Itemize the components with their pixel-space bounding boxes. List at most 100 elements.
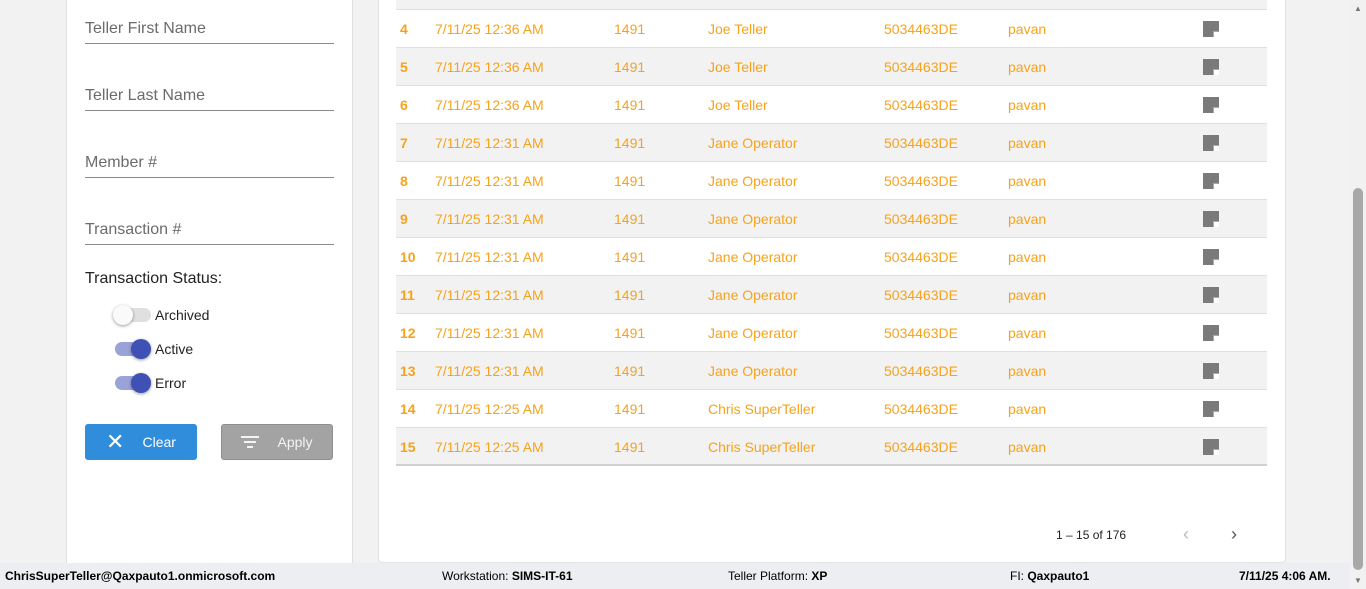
scroll-down-icon[interactable]: ▼ xyxy=(1354,576,1362,585)
row-number: 4 xyxy=(400,21,408,37)
row-number: 10 xyxy=(400,249,416,265)
user: pavan xyxy=(1008,211,1047,227)
workstation: Workstation: SIMS-IT-61 xyxy=(442,569,573,583)
date: 7/11/25 12:36 AM xyxy=(435,97,544,113)
code: 1491 xyxy=(614,325,646,341)
transactions-table: 4 7/11/25 12:36 AM 1491 Joe Teller 5034463DE… xyxy=(396,0,1267,466)
user: pavan xyxy=(1008,249,1047,265)
table-row[interactable]: 10 7/11/25 12:31 AM 1491 Jane Operator 50344… xyxy=(396,238,1267,276)
teller-name: Joe Teller xyxy=(708,97,768,113)
date: 7/11/25 12:36 AM xyxy=(435,59,544,75)
teller-name: Chris SuperTeller xyxy=(708,439,816,455)
row-number: 11 xyxy=(400,287,415,303)
note-icon[interactable] xyxy=(1203,287,1219,303)
transaction-id: 5034463DE xyxy=(884,325,958,341)
note-icon[interactable] xyxy=(1203,325,1219,341)
date: 7/11/25 12:31 AM xyxy=(435,287,544,303)
table-row[interactable]: 12 7/11/25 12:31 AM 1491 Jane Operator 50344… xyxy=(396,314,1267,352)
close-icon: ✕ xyxy=(106,429,125,454)
row-number: 15 xyxy=(400,439,416,455)
scroll-up-icon[interactable]: ▲ xyxy=(1354,4,1362,13)
row-number: 5 xyxy=(400,59,408,75)
scrollbar[interactable]: ▲ ▼ xyxy=(1350,0,1366,589)
table-row[interactable]: 4 7/11/25 12:36 AM 1491 Joe Teller 5034463DE… xyxy=(396,10,1267,48)
row-number: 12 xyxy=(400,325,416,341)
user: pavan xyxy=(1008,363,1047,379)
date: 7/11/25 12:31 AM xyxy=(435,325,544,341)
archived-toggle[interactable]: Archived xyxy=(113,305,209,325)
note-icon[interactable] xyxy=(1203,59,1219,75)
note-icon[interactable] xyxy=(1203,249,1219,265)
user-email: ChrisSuperTeller@Qaxpauto1.onmicrosoft.c… xyxy=(5,569,276,583)
code: 1491 xyxy=(614,287,646,303)
user: pavan xyxy=(1008,439,1047,455)
transaction-id: 5034463DE xyxy=(884,363,958,379)
user: pavan xyxy=(1008,325,1047,341)
datetime: 7/11/25 4:06 AM. xyxy=(1239,569,1331,583)
pagination-range: 1 – 15 of 176 xyxy=(1056,528,1127,542)
teller-name: Jane Operator xyxy=(708,135,798,151)
date: 7/11/25 12:36 AM xyxy=(435,21,544,37)
error-toggle[interactable]: Error xyxy=(115,373,186,393)
user: pavan xyxy=(1008,97,1047,113)
teller-last-name-input[interactable]: Teller Last Name xyxy=(85,87,334,111)
scrollbar-thumb[interactable] xyxy=(1353,188,1363,570)
code: 1491 xyxy=(614,439,646,455)
date: 7/11/25 12:31 AM xyxy=(435,211,544,227)
teller-name: Jane Operator xyxy=(708,249,798,265)
table-row[interactable]: 9 7/11/25 12:31 AM 1491 Jane Operator 503446… xyxy=(396,200,1267,238)
table-row[interactable]: 13 7/11/25 12:31 AM 1491 Jane Operator 50344… xyxy=(396,352,1267,390)
transaction-id: 5034463DE xyxy=(884,287,958,303)
teller-name: Chris SuperTeller xyxy=(708,401,816,417)
fi-label: FI: xyxy=(1010,569,1024,583)
toggle-label: Active xyxy=(155,341,194,357)
table-row[interactable]: 6 7/11/25 12:36 AM 1491 Joe Teller 5034463DE… xyxy=(396,86,1267,124)
code: 1491 xyxy=(614,249,646,265)
note-icon[interactable] xyxy=(1203,211,1219,227)
transaction-id: 5034463DE xyxy=(884,211,958,227)
table-row[interactable]: 7 7/11/25 12:31 AM 1491 Jane Operator 503446… xyxy=(396,124,1267,162)
table-row[interactable]: 8 7/11/25 12:31 AM 1491 Jane Operator 503446… xyxy=(396,162,1267,200)
code: 1491 xyxy=(614,401,646,417)
teller-name: Joe Teller xyxy=(708,21,768,37)
workstation-label: Workstation: xyxy=(442,569,509,583)
workstation-value: SIMS-IT-61 xyxy=(511,569,573,583)
note-icon[interactable] xyxy=(1203,21,1219,37)
prev-page-button[interactable]: ‹ xyxy=(1183,524,1189,544)
note-icon[interactable] xyxy=(1203,173,1219,189)
note-icon[interactable] xyxy=(1203,363,1219,379)
note-icon[interactable] xyxy=(1203,97,1219,113)
note-icon[interactable] xyxy=(1203,439,1219,455)
teller-name: Jane Operator xyxy=(708,325,798,341)
user: pavan xyxy=(1008,59,1047,75)
user: pavan xyxy=(1008,401,1047,417)
note-icon[interactable] xyxy=(1203,401,1219,417)
teller-name: Jane Operator xyxy=(708,211,798,227)
apply-button[interactable]: Apply xyxy=(221,424,333,460)
row-number: 14 xyxy=(400,401,416,417)
active-toggle[interactable]: Active xyxy=(115,339,194,359)
row-number: 8 xyxy=(400,173,408,189)
teller-first-name-input[interactable]: Teller First Name xyxy=(85,20,334,44)
user: pavan xyxy=(1008,287,1047,303)
teller-name: Joe Teller xyxy=(708,59,768,75)
table-row[interactable]: 14 7/11/25 12:25 AM 1491 Chris SuperTeller 5… xyxy=(396,390,1267,428)
row-number: 7 xyxy=(400,135,408,151)
table-row[interactable]: 15 7/11/25 12:25 AM 1491 Chris SuperTeller 5… xyxy=(396,428,1267,466)
teller-platform-value: XP xyxy=(811,569,828,583)
table-row[interactable]: 5 7/11/25 12:36 AM 1491 Joe Teller 5034463DE… xyxy=(396,48,1267,86)
teller-name: Jane Operator xyxy=(708,287,798,303)
transaction-number-input[interactable]: Transaction # xyxy=(85,221,334,245)
table-row[interactable]: 11 7/11/25 12:31 AM 1491 Jane Operator 50344… xyxy=(396,276,1267,314)
row-number: 13 xyxy=(400,363,416,379)
transaction-id: 5034463DE xyxy=(884,401,958,417)
clear-button[interactable]: ✕ Clear xyxy=(85,424,197,460)
transaction-id: 5034463DE xyxy=(884,21,958,37)
code: 1491 xyxy=(614,97,646,113)
next-page-button[interactable]: › xyxy=(1231,524,1237,544)
note-icon[interactable] xyxy=(1203,135,1219,151)
transaction-id: 5034463DE xyxy=(884,59,958,75)
date: 7/11/25 12:31 AM xyxy=(435,249,544,265)
transaction-id: 5034463DE xyxy=(884,439,958,455)
member-number-input[interactable]: Member # xyxy=(85,154,334,178)
